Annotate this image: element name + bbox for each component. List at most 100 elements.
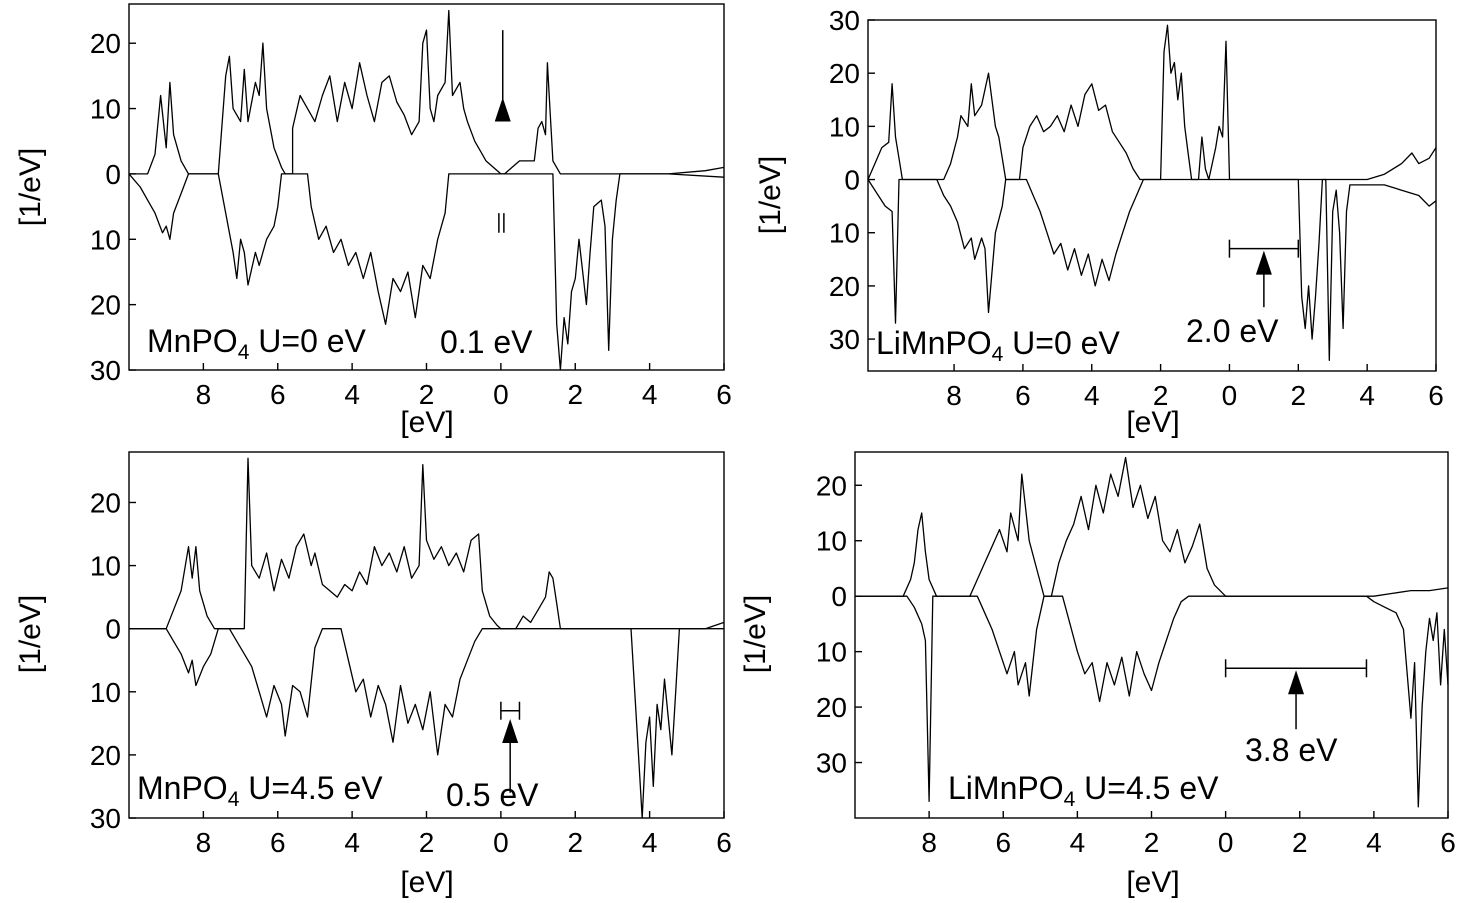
y-tick-label: 10 <box>90 551 121 582</box>
x-tick-label: 8 <box>196 379 212 410</box>
dos-spin-down-line <box>867 178 1437 362</box>
x-tick-label: 6 <box>1440 827 1456 858</box>
x-tick-label: 4 <box>1366 827 1382 858</box>
x-tick-label: 4 <box>1070 827 1086 858</box>
plot-frame <box>128 3 725 371</box>
x-tick-label: 0 <box>1222 380 1238 411</box>
panel-label: LiMnPO4 U=0 eV <box>876 325 1120 366</box>
y-axis-label: [1/eV] <box>754 156 787 234</box>
x-tick-label: 4 <box>1084 380 1100 411</box>
x-tick-label: 4 <box>344 827 360 858</box>
gap-value-label: 2.0 eV <box>1186 313 1279 349</box>
panel-label-formula: LiMnPO <box>876 325 992 361</box>
y-tick-label: 10 <box>816 526 847 557</box>
x-tick-label: 4 <box>642 827 658 858</box>
x-tick-label: 4 <box>642 379 658 410</box>
gap-value-label: 0.1 eV <box>440 324 533 360</box>
y-tick-label: 0 <box>105 614 121 645</box>
x-axis-label: [eV] <box>400 406 453 439</box>
y-tick-label: 0 <box>844 165 860 196</box>
x-tick-label: 2 <box>567 827 583 858</box>
x-tick-label: 8 <box>921 827 937 858</box>
y-tick-label: 20 <box>829 271 860 302</box>
x-tick-label: 4 <box>1359 380 1375 411</box>
y-tick-label: 10 <box>90 677 121 708</box>
dos-spin-down-line <box>129 628 724 819</box>
y-tick-label: 20 <box>816 692 847 723</box>
y-tick-label: 30 <box>829 324 860 355</box>
y-tick-label: 0 <box>831 581 847 612</box>
x-tick-label: 8 <box>196 827 212 858</box>
panel-label-formula: MnPO <box>147 323 238 359</box>
y-tick-label: 20 <box>829 58 860 89</box>
x-tick-label: 6 <box>995 827 1011 858</box>
y-tick-label: 10 <box>829 218 860 249</box>
x-tick-label: 2 <box>1291 380 1307 411</box>
x-tick-label: 2 <box>567 379 583 410</box>
x-tick-label: 4 <box>344 379 360 410</box>
dos-spin-down-line <box>128 173 725 371</box>
x-tick-label: 2 <box>1292 827 1308 858</box>
x-tick-label: 2 <box>419 379 435 410</box>
panel-label: MnPO4 U=4.5 eV <box>137 770 383 811</box>
x-tick-label: 6 <box>716 827 732 858</box>
dos-spin-up-line <box>855 456 1449 597</box>
y-axis-label: [1/eV] <box>14 595 47 673</box>
x-axis-label: [eV] <box>400 866 453 899</box>
panel-label: MnPO4 U=0 eV <box>147 323 367 364</box>
x-tick-label: 6 <box>270 827 286 858</box>
x-tick-label: 2 <box>1144 827 1160 858</box>
y-tick-label: 30 <box>829 5 860 36</box>
dos-spin-up-line <box>129 9 725 175</box>
dos-spin-up-line <box>867 24 1437 181</box>
gap-value-label: 0.5 eV <box>446 777 539 813</box>
x-tick-label: 8 <box>946 380 962 411</box>
y-axis-label: [1/eV] <box>739 595 772 673</box>
plot-frame <box>128 451 725 819</box>
gap-arrow-head <box>1288 670 1305 695</box>
y-tick-label: 30 <box>90 355 121 386</box>
panel-label-condition: U=4.5 eV <box>1075 770 1219 806</box>
y-tick-label: 20 <box>816 470 847 501</box>
dos-spin-down-line <box>855 595 1449 808</box>
panel-label-subscript: 4 <box>992 343 1004 366</box>
x-tick-label: 6 <box>716 379 732 410</box>
y-tick-label: 10 <box>90 224 121 255</box>
panel-label: LiMnPO4 U=4.5 eV <box>948 770 1219 811</box>
y-axis-label: [1/eV] <box>14 148 47 226</box>
y-tick-label: 30 <box>816 748 847 779</box>
x-axis-label: [eV] <box>1126 406 1179 439</box>
panel-label-condition: U=4.5 eV <box>239 770 383 806</box>
panel-label-formula: LiMnPO <box>948 770 1064 806</box>
x-tick-label: 6 <box>1428 380 1444 411</box>
panel-label-formula: MnPO <box>137 770 228 806</box>
plot-frame <box>867 19 1437 372</box>
y-tick-label: 10 <box>816 637 847 668</box>
x-tick-label: 0 <box>1218 827 1234 858</box>
y-tick-label: 30 <box>90 803 121 834</box>
gap-arrow-head <box>502 719 519 744</box>
y-tick-label: 20 <box>90 740 121 771</box>
gap-value-label: 3.8 eV <box>1245 732 1338 768</box>
panel-label-subscript: 4 <box>228 788 240 811</box>
panel-label-condition: U=0 eV <box>249 323 366 359</box>
x-tick-label: 2 <box>419 827 435 858</box>
x-tick-label: 0 <box>493 827 509 858</box>
gap-arrow-head <box>494 97 511 122</box>
y-tick-label: 20 <box>90 290 121 321</box>
x-tick-label: 0 <box>493 379 509 410</box>
panel-label-subscript: 4 <box>238 341 250 364</box>
y-tick-label: 10 <box>90 94 121 125</box>
x-tick-label: 2 <box>1153 380 1169 411</box>
y-tick-label: 20 <box>90 28 121 59</box>
x-axis-label: [eV] <box>1126 866 1179 899</box>
panel-label-subscript: 4 <box>1064 788 1076 811</box>
y-tick-label: 20 <box>90 487 121 518</box>
x-tick-label: 6 <box>270 379 286 410</box>
x-tick-label: 6 <box>1015 380 1031 411</box>
